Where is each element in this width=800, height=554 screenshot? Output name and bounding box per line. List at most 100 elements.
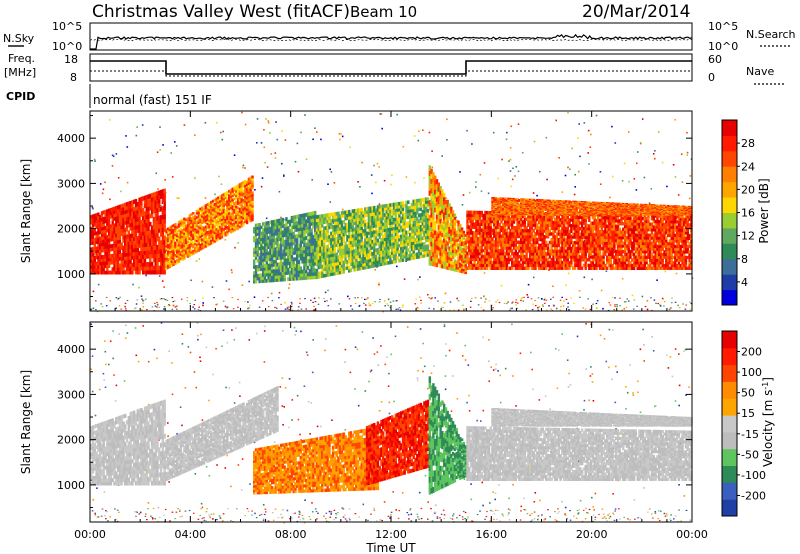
ground-speckle (166, 299, 169, 301)
echo-cell (202, 226, 206, 230)
echo-cell (115, 260, 118, 265)
echo-cell (122, 252, 125, 257)
ground-speckle (357, 297, 359, 299)
echo-cell (167, 252, 170, 255)
noise-speckle (136, 126, 138, 128)
echo-cell (193, 251, 197, 254)
noise-speckle (453, 309, 456, 311)
noise-speckle (359, 186, 361, 188)
echo-cell (185, 245, 188, 249)
echo-cell (150, 233, 154, 239)
noise-speckle (527, 283, 530, 286)
noise-speckle (611, 175, 614, 178)
ground-speckle (135, 307, 137, 309)
echo-cell (174, 256, 177, 259)
echo-cell (149, 269, 152, 275)
noise-speckle (558, 157, 560, 159)
echo-cell (150, 197, 154, 202)
echo-cell (158, 228, 161, 233)
echo-cell (147, 198, 150, 203)
echo-cell (152, 241, 156, 246)
noise-speckle (509, 170, 512, 172)
ground-speckle (527, 296, 529, 298)
echo-cell (181, 243, 184, 247)
ground-speckle (440, 306, 443, 308)
ground-speckle (503, 302, 506, 304)
echo-cell (97, 249, 100, 253)
echo-cell (104, 213, 107, 217)
echo-cell (314, 210, 317, 215)
ground-speckle (120, 308, 123, 310)
echo-cell (109, 208, 113, 212)
echo-cell (204, 219, 208, 222)
echo-cell (97, 252, 100, 257)
noise-speckle (221, 138, 224, 141)
ground-speckle (619, 297, 621, 299)
ground-speckle (310, 299, 312, 301)
echo-cell (127, 259, 130, 264)
echo-cell (165, 255, 168, 258)
echo-cell (199, 245, 202, 249)
echo-cell (152, 233, 156, 238)
echo-cell (93, 258, 96, 263)
echo-cell (202, 205, 206, 209)
echo-cell (124, 202, 127, 207)
echo-cell (109, 254, 113, 258)
ground-speckle (689, 308, 692, 310)
echo-cell (163, 261, 166, 266)
noise-speckle (595, 307, 598, 309)
echo-cell (185, 239, 188, 243)
echo-cell (183, 219, 186, 223)
echo-cell (190, 223, 193, 227)
echo-cell (197, 244, 200, 248)
noise-speckle (378, 282, 380, 284)
ground-speckle (682, 303, 684, 305)
noise-speckle (156, 151, 159, 153)
echo-cell (158, 198, 161, 204)
echo-cell (167, 254, 170, 257)
echo-cell (113, 243, 116, 248)
echo-cell (106, 261, 109, 265)
echo-cell (116, 222, 120, 227)
echo-cell (127, 201, 130, 206)
echo-cell (176, 255, 179, 258)
echo-cell (100, 233, 104, 237)
echo-cell (167, 262, 170, 265)
echo-cell (177, 258, 181, 261)
noise-speckle (369, 304, 372, 307)
noise-speckle (104, 181, 106, 184)
echo-cell (179, 228, 182, 231)
echo-cell (154, 191, 157, 197)
echo-cell (179, 257, 182, 260)
echo-cell (113, 223, 116, 228)
ground-speckle (368, 304, 371, 306)
ground-speckle (560, 306, 562, 308)
echo-cell (90, 247, 93, 251)
echo-cell (122, 217, 125, 222)
ground-speckle (550, 298, 552, 300)
ground-speckle (626, 298, 628, 300)
noise-speckle (265, 118, 267, 120)
echo-cell (111, 230, 114, 235)
echo-cell (116, 215, 120, 220)
echo-cell (174, 223, 177, 226)
echo-cell (197, 215, 200, 218)
ground-speckle (313, 305, 315, 307)
echo-cell (176, 234, 179, 238)
echo-cell (134, 266, 138, 271)
echo-cell (176, 259, 179, 262)
ground-speckle (358, 304, 361, 307)
echo-cell (124, 263, 127, 268)
echo-cell (199, 226, 202, 230)
echo-cell (90, 262, 93, 266)
echo-cell (131, 244, 134, 249)
ground-speckle (545, 299, 548, 301)
echo-cell (97, 267, 100, 272)
noise-speckle (211, 286, 214, 288)
echo-cell (154, 253, 157, 259)
echo-cell (133, 199, 136, 204)
echo-cell (152, 216, 156, 222)
ground-speckle (418, 296, 421, 298)
echo-cell (168, 253, 172, 256)
echo-cell (145, 250, 148, 255)
